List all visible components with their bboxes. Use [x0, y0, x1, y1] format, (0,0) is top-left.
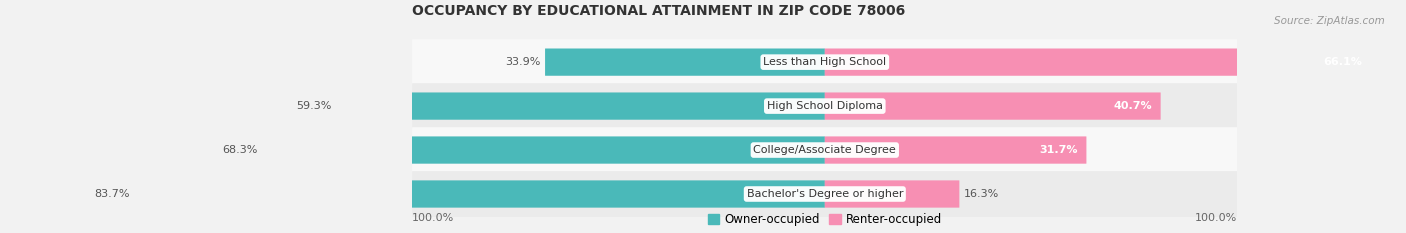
Text: 59.3%: 59.3% — [297, 101, 332, 111]
Text: Source: ZipAtlas.com: Source: ZipAtlas.com — [1274, 16, 1385, 26]
Text: 33.9%: 33.9% — [506, 57, 541, 67]
Legend: Owner-occupied, Renter-occupied: Owner-occupied, Renter-occupied — [703, 208, 946, 231]
Text: 31.7%: 31.7% — [1039, 145, 1078, 155]
Text: 100.0%: 100.0% — [412, 213, 454, 223]
Text: 40.7%: 40.7% — [1114, 101, 1153, 111]
FancyBboxPatch shape — [825, 180, 959, 208]
Text: Less than High School: Less than High School — [763, 57, 886, 67]
FancyBboxPatch shape — [134, 180, 825, 208]
FancyBboxPatch shape — [825, 136, 1087, 164]
Text: 16.3%: 16.3% — [963, 189, 998, 199]
Text: 83.7%: 83.7% — [94, 189, 131, 199]
FancyBboxPatch shape — [412, 127, 1237, 173]
Text: 100.0%: 100.0% — [1195, 213, 1237, 223]
FancyBboxPatch shape — [412, 83, 1237, 129]
FancyBboxPatch shape — [412, 39, 1237, 85]
Text: College/Associate Degree: College/Associate Degree — [754, 145, 896, 155]
Text: 68.3%: 68.3% — [222, 145, 257, 155]
FancyBboxPatch shape — [412, 171, 1237, 217]
FancyBboxPatch shape — [336, 93, 825, 120]
Text: 66.1%: 66.1% — [1323, 57, 1362, 67]
Text: Bachelor's Degree or higher: Bachelor's Degree or higher — [747, 189, 903, 199]
FancyBboxPatch shape — [825, 93, 1161, 120]
FancyBboxPatch shape — [825, 48, 1371, 76]
Text: OCCUPANCY BY EDUCATIONAL ATTAINMENT IN ZIP CODE 78006: OCCUPANCY BY EDUCATIONAL ATTAINMENT IN Z… — [412, 4, 905, 18]
FancyBboxPatch shape — [262, 136, 825, 164]
Text: High School Diploma: High School Diploma — [766, 101, 883, 111]
FancyBboxPatch shape — [546, 48, 825, 76]
